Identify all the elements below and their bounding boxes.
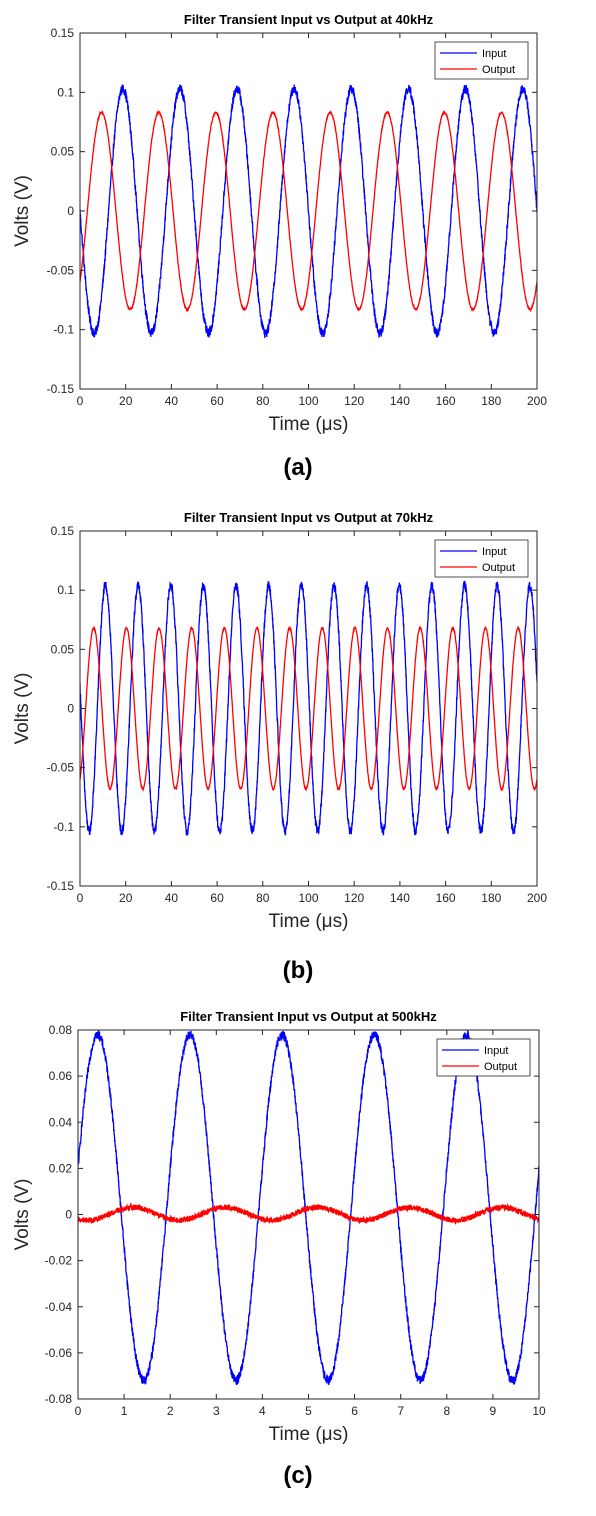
x-tick-label: 200	[527, 394, 547, 408]
panel-label-b: (b)	[282, 957, 314, 984]
y-tick-label: 0.1	[57, 583, 74, 597]
x-tick-label: 100	[298, 394, 318, 408]
y-tick-label: 0.05	[51, 145, 75, 159]
legend-label-input: Input	[482, 48, 506, 60]
panel-label-c: (c)	[283, 1462, 313, 1489]
x-tick-label: 60	[210, 891, 224, 905]
y-tick-label: -0.02	[45, 1254, 73, 1268]
x-tick-label: 20	[119, 394, 133, 408]
x-tick-label: 20	[119, 891, 133, 905]
x-tick-label: 0	[77, 394, 84, 408]
y-tick-label: -0.06	[45, 1346, 73, 1360]
x-tick-label: 160	[436, 394, 456, 408]
y-tick-label: -0.05	[47, 263, 75, 277]
x-tick-label: 0	[75, 1404, 82, 1418]
x-tick-label: 60	[210, 394, 224, 408]
plot-area-frame	[79, 530, 538, 887]
legend-box	[436, 1038, 531, 1077]
chart-title: Filter Transient Input vs Output at 500k…	[180, 1010, 437, 1024]
chart-a: Filter Transient Input vs Output at 40kH…	[12, 12, 547, 435]
legend-box	[434, 539, 529, 578]
chart-panel-c: Filter Transient Input vs Output at 500k…	[0, 1010, 596, 1510]
chart-panel-a: Filter Transient Input vs Output at 40kH…	[0, 0, 596, 490]
x-axis-label: Time (μs)	[269, 1424, 349, 1445]
y-tick-label: 0	[65, 1208, 72, 1222]
x-tick-label: 40	[165, 891, 179, 905]
y-tick-label: -0.1	[53, 820, 74, 834]
x-tick-label: 0	[77, 891, 84, 905]
y-tick-label: 0.1	[57, 85, 74, 99]
series-line-input	[80, 580, 537, 836]
x-axis-label: Time (μs)	[269, 911, 349, 932]
x-tick-label: 180	[481, 891, 501, 905]
y-tick-label: 0	[67, 204, 74, 218]
legend-label-input: Input	[482, 546, 506, 558]
series-line-input	[80, 84, 537, 338]
legend-label-output: Output	[482, 64, 515, 76]
legend-box	[434, 41, 529, 80]
plot-area-frame	[77, 1029, 540, 1400]
y-tick-label: 0.08	[49, 1023, 73, 1037]
y-axis-label: Volts (V)	[12, 1179, 33, 1251]
x-tick-label: 80	[256, 394, 270, 408]
legend-label-input: Input	[484, 1045, 508, 1057]
y-tick-label: 0.06	[49, 1069, 73, 1083]
y-tick-label: 0.04	[49, 1115, 73, 1129]
x-tick-label: 140	[390, 394, 410, 408]
x-tick-label: 7	[397, 1404, 404, 1418]
y-tick-label: -0.04	[45, 1300, 73, 1314]
chart-title: Filter Transient Input vs Output at 40kH…	[184, 12, 434, 27]
series-line-output	[80, 109, 537, 313]
x-tick-label: 1	[121, 1404, 128, 1418]
x-tick-label: 100	[298, 891, 318, 905]
x-tick-label: 2	[167, 1404, 174, 1418]
x-tick-label: 140	[390, 891, 410, 905]
x-tick-label: 9	[490, 1404, 497, 1418]
x-tick-label: 4	[259, 1404, 266, 1418]
y-tick-label: 0.15	[51, 524, 75, 538]
x-tick-label: 40	[165, 394, 179, 408]
panel-label-a: (a)	[283, 454, 313, 481]
x-tick-label: 80	[256, 891, 270, 905]
series-line-output	[78, 1202, 539, 1225]
x-axis-label: Time (μs)	[269, 414, 349, 435]
y-tick-label: -0.1	[53, 323, 74, 337]
legend-label-output: Output	[482, 562, 515, 574]
chart-title: Filter Transient Input vs Output at 70kH…	[184, 510, 434, 525]
chart-b: Filter Transient Input vs Output at 70kH…	[12, 510, 547, 932]
y-axis-label: Volts (V)	[12, 673, 33, 745]
x-tick-label: 160	[436, 891, 456, 905]
y-tick-label: -0.15	[47, 879, 75, 893]
y-tick-label: -0.05	[47, 761, 75, 775]
y-tick-label: 0.15	[51, 26, 75, 40]
x-tick-label: 6	[351, 1404, 358, 1418]
x-tick-label: 10	[532, 1404, 546, 1418]
x-tick-label: 5	[305, 1404, 312, 1418]
y-tick-label: 0.02	[49, 1161, 73, 1175]
x-tick-label: 200	[527, 891, 547, 905]
legend-label-output: Output	[484, 1061, 517, 1073]
x-tick-label: 3	[213, 1404, 220, 1418]
y-tick-label: 0	[67, 702, 74, 716]
chart-panel-b: Filter Transient Input vs Output at 70kH…	[0, 505, 596, 995]
y-tick-label: -0.15	[47, 382, 75, 396]
y-axis-label: Volts (V)	[12, 175, 33, 247]
x-tick-label: 120	[344, 891, 364, 905]
x-tick-label: 8	[443, 1404, 450, 1418]
y-tick-label: -0.08	[45, 1392, 73, 1406]
x-tick-label: 120	[344, 394, 364, 408]
chart-c: Filter Transient Input vs Output at 500k…	[12, 1010, 546, 1445]
series-line-output	[80, 625, 537, 793]
x-tick-label: 180	[481, 394, 501, 408]
y-tick-label: 0.05	[51, 642, 75, 656]
